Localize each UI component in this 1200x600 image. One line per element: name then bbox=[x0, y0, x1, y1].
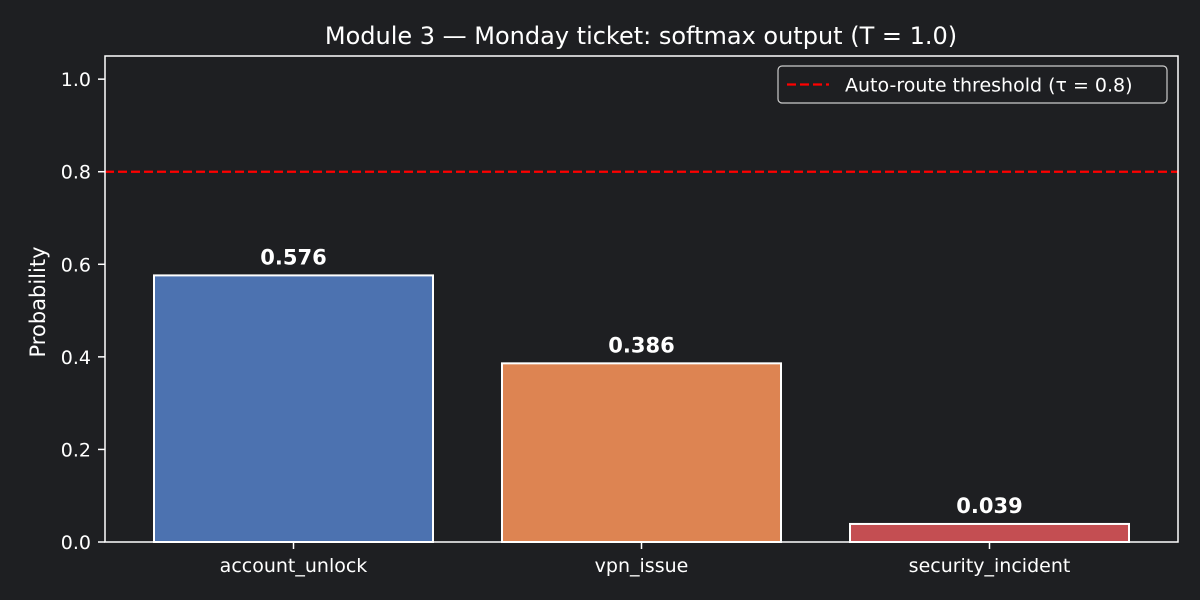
legend-label: Auto-route threshold (τ = 0.8) bbox=[845, 75, 1133, 97]
plot-area: 0.576 account_unlock 0.386 vpn_issue 0.039 se… bbox=[61, 55, 1179, 577]
bar-security_incident bbox=[849, 522, 1130, 543]
legend-box bbox=[777, 65, 1168, 104]
chart-title: Module 3 — Monday ticket: softmax output… bbox=[325, 22, 957, 50]
bar-value-label: 0.386 bbox=[608, 333, 674, 357]
y-tick-label: 0.0 bbox=[61, 532, 91, 554]
y-tick-label: 0.8 bbox=[61, 162, 91, 184]
bar-account_unlock bbox=[153, 274, 434, 543]
x-tick-label: security_incident bbox=[909, 555, 1071, 577]
y-tick-label: 0.2 bbox=[61, 439, 91, 461]
axes-frame bbox=[104, 55, 1179, 543]
x-tick-label: vpn_issue bbox=[595, 555, 689, 577]
bar-value-label: 0.039 bbox=[956, 494, 1022, 518]
y-tick-label: 1.0 bbox=[61, 69, 91, 91]
bar-vpn_issue bbox=[501, 362, 782, 543]
x-tick-label: account_unlock bbox=[220, 555, 368, 577]
y-axis-label: Probability bbox=[26, 246, 50, 357]
y-tick-label: 0.6 bbox=[61, 254, 91, 276]
bar-value-label: 0.576 bbox=[260, 245, 326, 269]
y-tick-label: 0.4 bbox=[61, 347, 91, 369]
